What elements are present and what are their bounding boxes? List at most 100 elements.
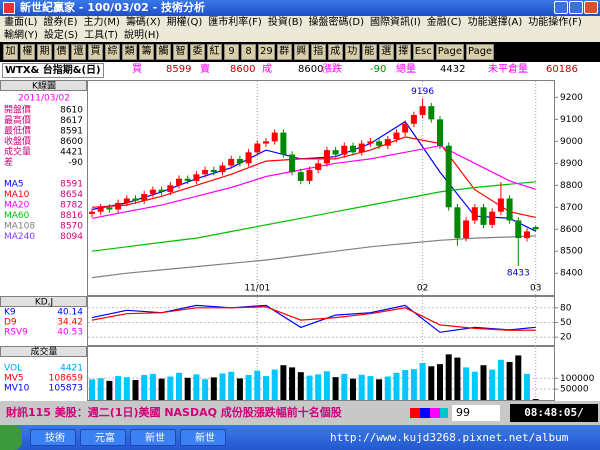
- toolbar-button[interactable]: 紅: [207, 44, 222, 60]
- menu-item[interactable]: 工具(T): [84, 30, 118, 41]
- menu-item[interactable]: 籌碼(X): [125, 17, 161, 28]
- toolbar-button[interactable]: 類: [122, 44, 137, 60]
- menu-item[interactable]: 功能選擇(A): [467, 17, 523, 28]
- indicator: [440, 408, 448, 418]
- indicator: [430, 408, 440, 418]
- candle-body: [280, 132, 287, 155]
- minimize-button[interactable]: [554, 1, 568, 14]
- volume-bar: [524, 373, 530, 400]
- menu-item[interactable]: 操盤密碼(D): [308, 17, 365, 28]
- volume-bar: [497, 359, 504, 400]
- menu-item[interactable]: 設定(S): [43, 30, 79, 41]
- task-button[interactable]: 元富: [80, 429, 126, 446]
- toolbar-button[interactable]: 選: [378, 44, 394, 60]
- toolbar-button[interactable]: 興: [293, 44, 309, 60]
- candle-body: [419, 106, 426, 115]
- toolbar-button[interactable]: Page: [435, 44, 464, 60]
- ma-value: 8591: [60, 180, 83, 190]
- toolbar-button[interactable]: 29: [258, 44, 275, 60]
- volume-bar: [97, 378, 104, 400]
- candle-body: [106, 207, 113, 210]
- menu-item[interactable]: 輸網(Y): [4, 30, 38, 41]
- close-button[interactable]: [584, 1, 598, 14]
- toolbar-button[interactable]: 成: [327, 44, 343, 60]
- label: 總量: [396, 64, 416, 75]
- toolbar: 加權期價還買綜類籌觸智委紅 9 8 29 群興指成功能選擇 Esc Page Page: [0, 42, 600, 62]
- y-tick-label: 20: [560, 333, 572, 343]
- menu-item[interactable]: 主力(M): [83, 17, 120, 28]
- toolbar-button[interactable]: 綜: [105, 44, 120, 60]
- candle-body: [115, 202, 122, 210]
- toolbar-button[interactable]: 智: [173, 44, 188, 60]
- maximize-button[interactable]: [569, 1, 583, 14]
- toolbar-button[interactable]: 9: [224, 44, 239, 60]
- menu-item[interactable]: 投資(B): [267, 17, 303, 28]
- toolbar-button[interactable]: 擇: [395, 44, 411, 60]
- label: 買: [132, 64, 142, 75]
- menu-row: 輸網(Y) 設定(S) 工具(T) 說明(H): [4, 29, 596, 42]
- toolbar-button[interactable]: 委: [190, 44, 205, 60]
- toolbar-button[interactable]: 還: [71, 44, 86, 60]
- series-line: [91, 306, 536, 331]
- app-icon: [3, 2, 15, 14]
- y-tick-label: 80: [560, 303, 572, 313]
- toolbar-button[interactable]: 籌: [139, 44, 154, 60]
- toolbar-button[interactable]: 價: [54, 44, 69, 60]
- menu-item[interactable]: 功能操作(F): [528, 17, 582, 28]
- x-tick-label: 03: [530, 284, 541, 294]
- menu-item[interactable]: 說明(H): [124, 30, 160, 41]
- toolbar-button[interactable]: 群: [276, 44, 292, 60]
- menu-item[interactable]: 國際資訊(I): [370, 17, 421, 28]
- volume-bar: [419, 363, 426, 400]
- candle-body: [428, 106, 435, 120]
- menu-item[interactable]: 期權(Q): [166, 17, 203, 28]
- info-label: 成交量: [4, 146, 31, 158]
- task-button[interactable]: 新世: [180, 429, 226, 446]
- candle-body: [89, 211, 95, 214]
- volume-bar: [245, 375, 252, 400]
- y-tick-label: 8400: [560, 269, 583, 279]
- candle-body: [228, 158, 235, 166]
- menu-item[interactable]: 金融(C): [426, 17, 462, 28]
- value: 60186: [546, 64, 578, 75]
- info-label: 差: [4, 156, 13, 168]
- toolbar-button[interactable]: 觸: [156, 44, 171, 60]
- ma-label: MA240: [4, 232, 35, 242]
- candle-body: [402, 123, 409, 133]
- toolbar-button[interactable]: 權: [20, 44, 35, 60]
- volume-bar: [141, 375, 148, 400]
- value: 8599: [166, 64, 192, 75]
- toolbar-button[interactable]: 功: [344, 44, 360, 60]
- volume-bar: [158, 378, 165, 400]
- series-line: [91, 235, 536, 279]
- menu-item[interactable]: 匯市利率(F): [208, 17, 262, 28]
- task-button[interactable]: 新世: [130, 429, 176, 446]
- candle-body: [437, 119, 443, 146]
- volume-bar: [297, 372, 304, 400]
- start-button[interactable]: [0, 425, 22, 450]
- legend-label: K9: [4, 308, 16, 318]
- volume-bar: [123, 377, 130, 400]
- menu-item[interactable]: 證券(E): [43, 17, 78, 28]
- info-label: 最高價: [4, 114, 31, 126]
- menu-item[interactable]: 畫面(L): [4, 17, 38, 28]
- toolbar-button[interactable]: 加: [3, 44, 18, 60]
- candle-body: [167, 185, 174, 192]
- volume-bar: [367, 376, 374, 400]
- info-value: 8600: [60, 137, 83, 147]
- toolbar-button[interactable]: 能: [361, 44, 377, 60]
- toolbar-button[interactable]: Page: [465, 44, 495, 60]
- indicator: [410, 408, 420, 418]
- background: [0, 78, 600, 401]
- volume-bar: [437, 364, 443, 400]
- candle-body: [350, 145, 356, 153]
- y-tick-label: 9200: [560, 93, 583, 103]
- toolbar-button[interactable]: 期: [37, 44, 52, 60]
- volume-bar: [410, 369, 417, 400]
- toolbar-button[interactable]: 買: [88, 44, 103, 60]
- task-button[interactable]: 技術: [30, 429, 76, 446]
- volume-bar: [271, 369, 278, 400]
- toolbar-button[interactable]: Esc: [412, 44, 434, 60]
- toolbar-button[interactable]: 指: [310, 44, 326, 60]
- toolbar-button[interactable]: 8: [241, 44, 256, 60]
